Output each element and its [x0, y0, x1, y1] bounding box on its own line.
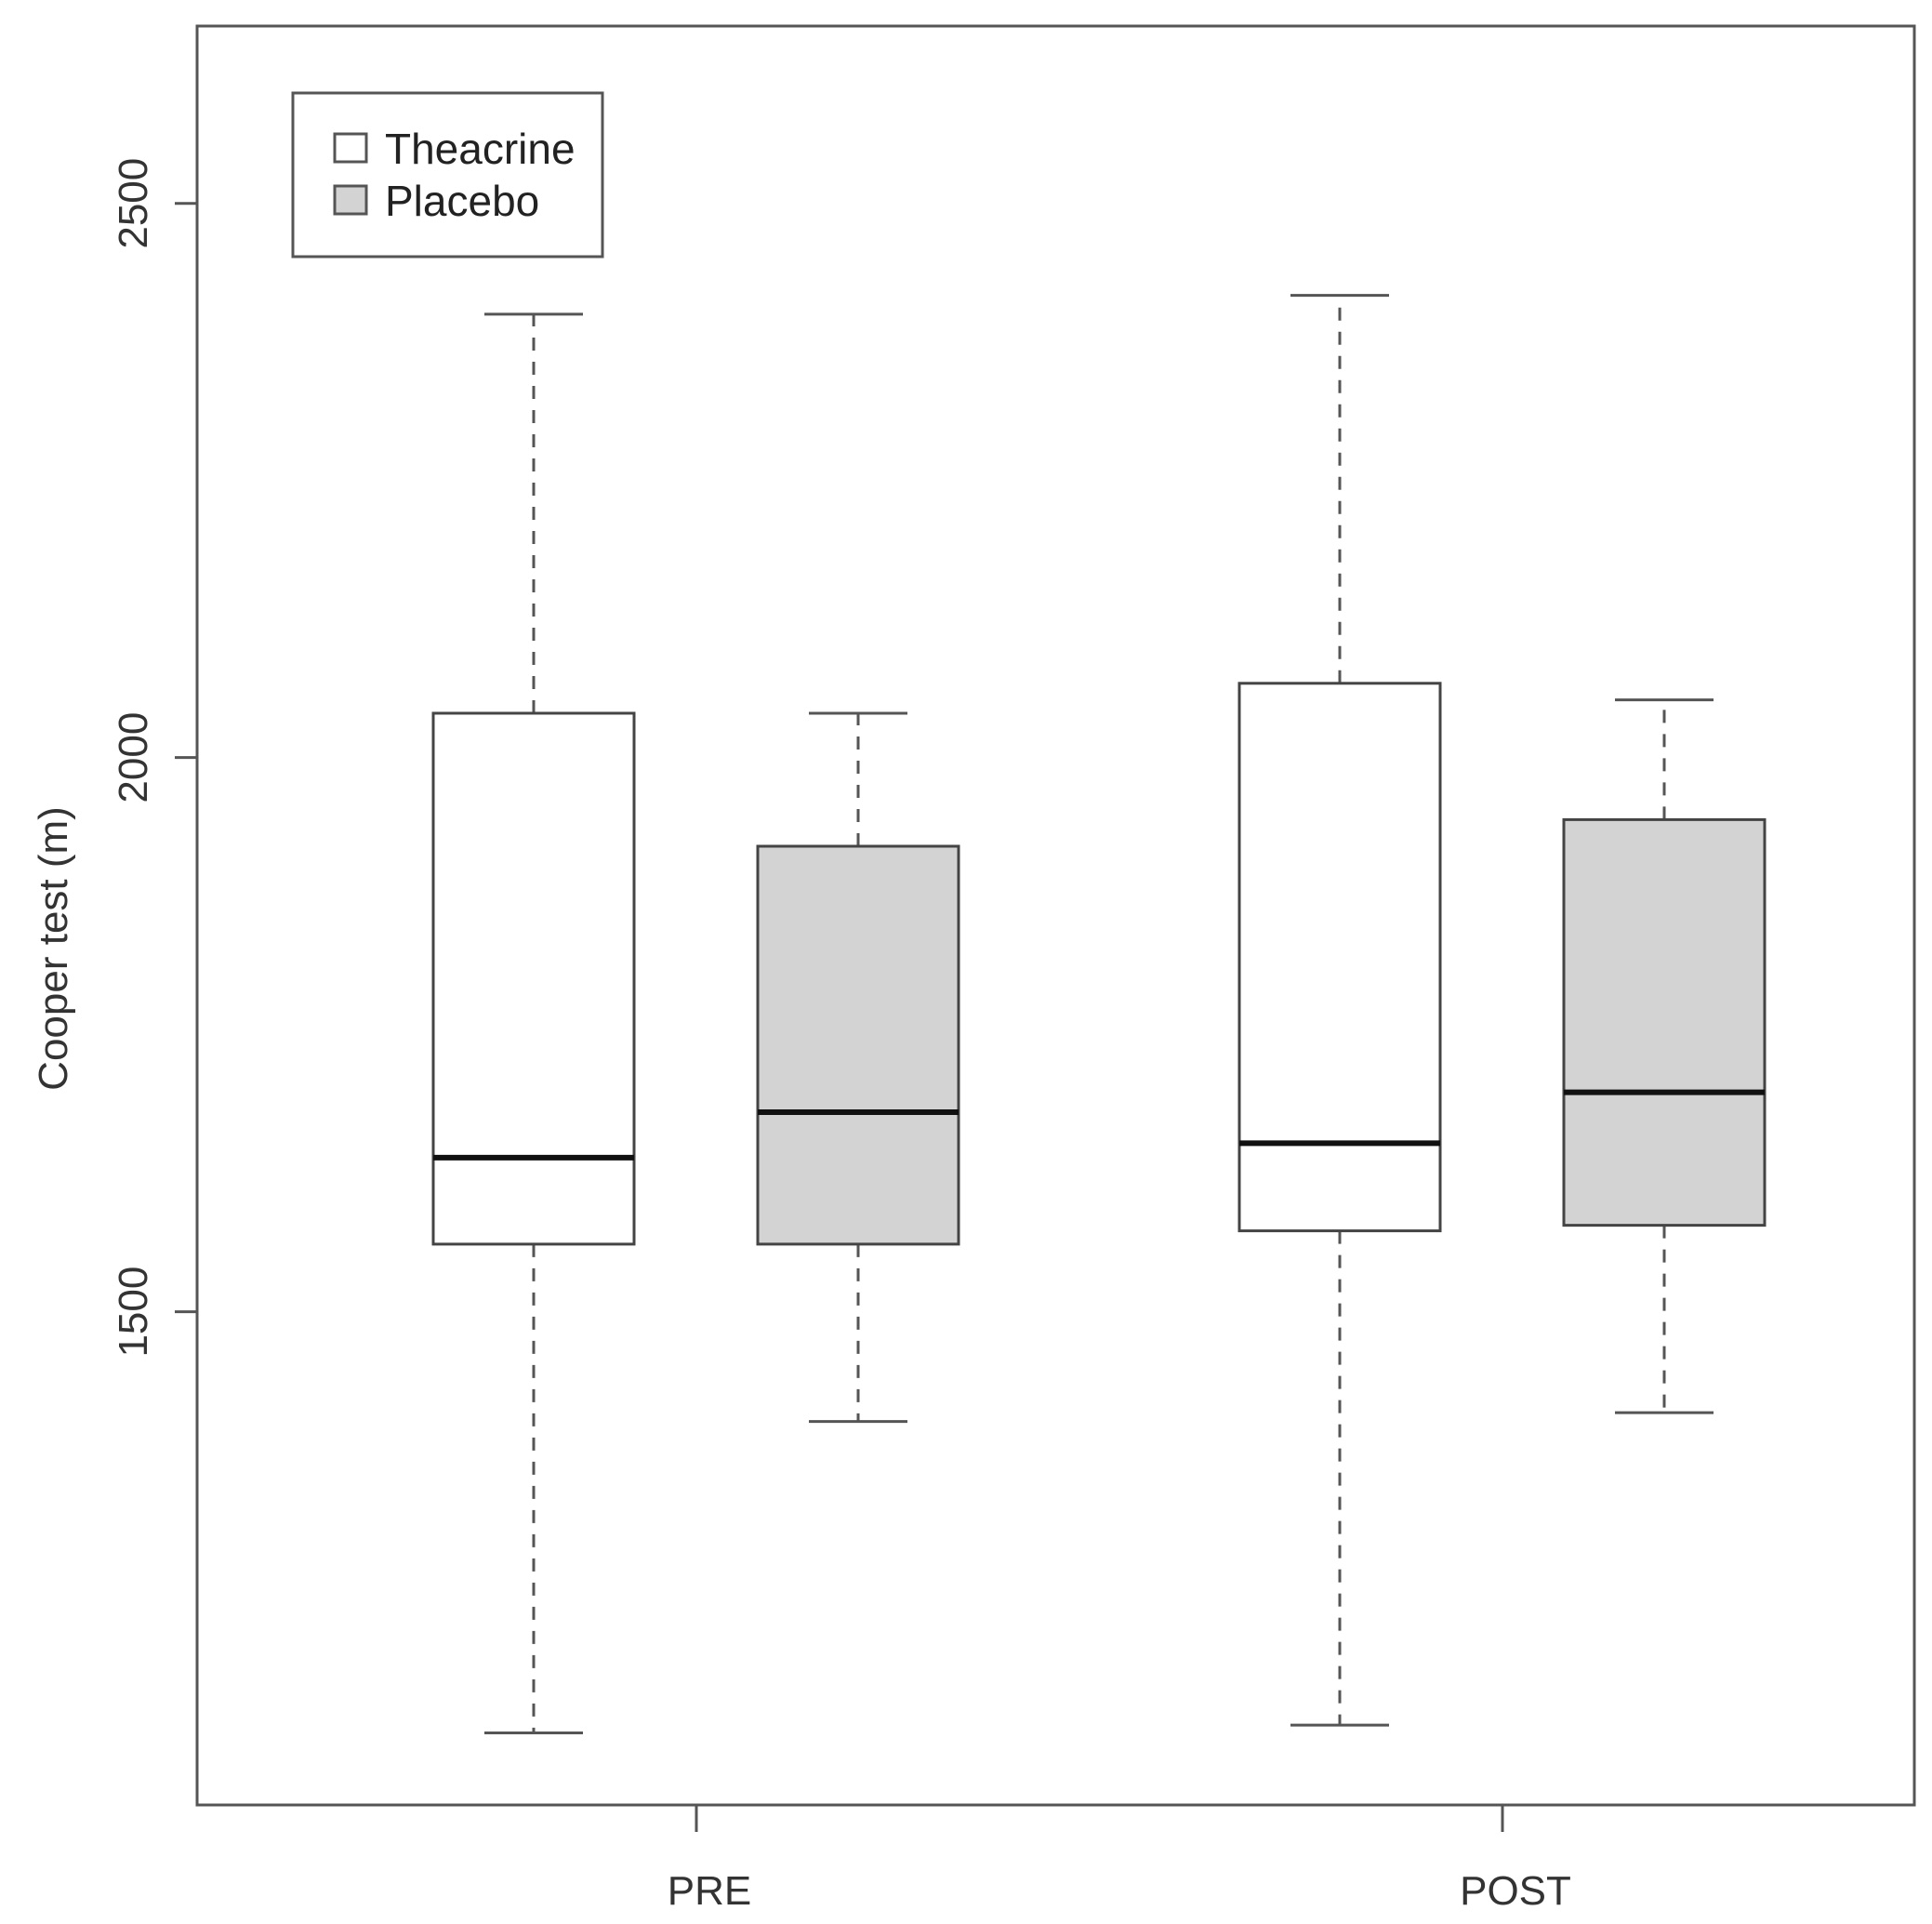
y-axis: 1500 2000 2500 — [111, 158, 197, 1358]
legend-label-theacrine: Theacrine — [385, 125, 576, 173]
x-axis: PRE POST — [668, 1805, 1571, 1914]
box-placebo-post — [1562, 698, 1767, 1414]
y-tick-label: 2500 — [111, 158, 156, 249]
iqr-box — [756, 844, 960, 1246]
legend: Theacrine Placebo — [291, 91, 604, 259]
y-axis-label: Cooper test (m) — [31, 806, 76, 1091]
box-groups — [431, 294, 1767, 1735]
legend-swatch-theacrine — [333, 132, 368, 164]
box-placebo-pre — [756, 711, 960, 1424]
legend-label-placebo: Placebo — [385, 177, 539, 225]
legend-swatch-placebo — [333, 184, 368, 216]
iqr-box — [431, 711, 636, 1246]
legend-box — [291, 91, 604, 259]
x-tick-label-pre: PRE — [668, 1868, 751, 1914]
x-tick-label-post: POST — [1460, 1868, 1571, 1914]
iqr-box — [1237, 682, 1442, 1233]
y-tick-label: 1500 — [111, 1267, 156, 1358]
plot-frame — [195, 24, 1916, 1807]
y-tick-label: 2000 — [111, 712, 156, 803]
box-theacrine-pre — [431, 312, 636, 1735]
iqr-box — [1562, 817, 1767, 1227]
box-theacrine-post — [1237, 294, 1442, 1727]
